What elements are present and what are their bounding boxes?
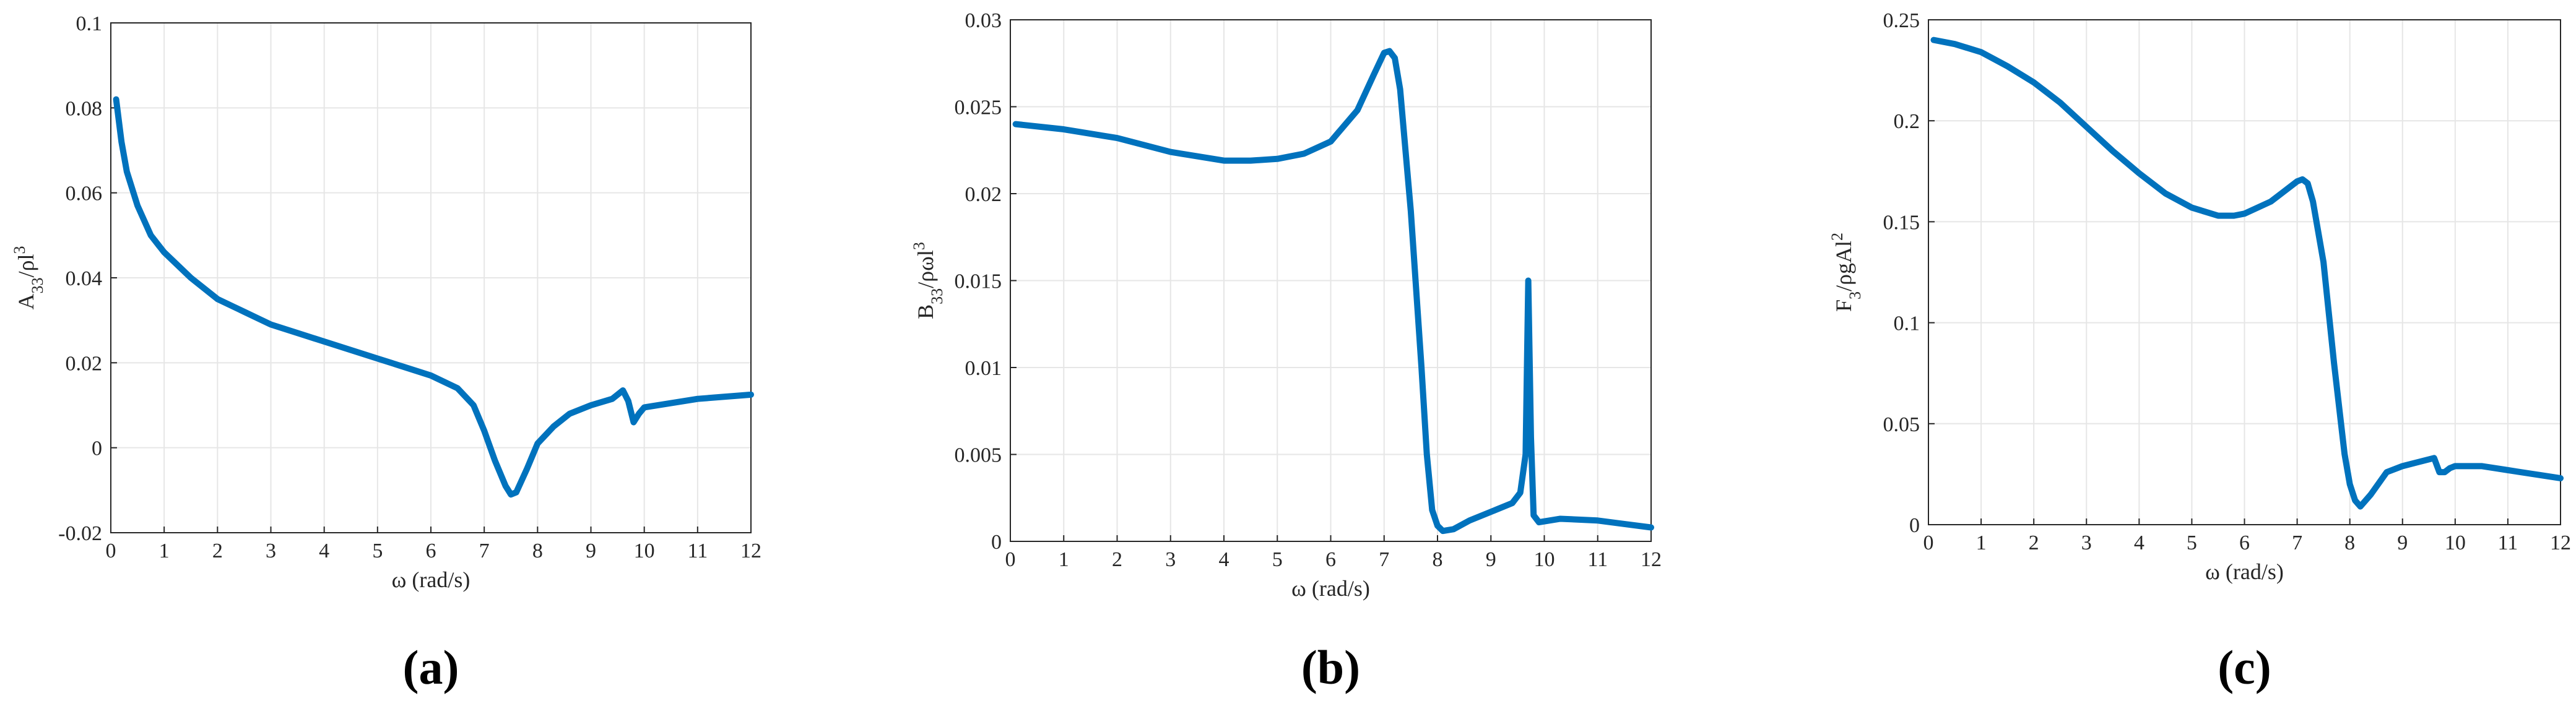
- x-tick-label: 2: [212, 540, 223, 562]
- x-tick-label: 3: [266, 540, 276, 562]
- y-tick-label: 0.06: [66, 183, 103, 205]
- y-tick-label: 0.02: [965, 183, 1002, 206]
- y-axis-label: A33/ρl3: [11, 246, 46, 310]
- data-line: [1012, 48, 1654, 535]
- x-tick-label: 7: [479, 540, 490, 562]
- y-tick-label: 0.1: [76, 12, 103, 35]
- x-tick-label: 9: [1486, 548, 1496, 571]
- y-tick-label: 0.01: [965, 357, 1002, 380]
- x-tick-label: 7: [2292, 531, 2302, 554]
- x-tick-label: 6: [2239, 531, 2250, 554]
- y-tick-label: 0: [92, 437, 102, 460]
- x-tick-label: 12: [740, 540, 761, 562]
- y-tick-label: 0.2: [1894, 110, 1920, 133]
- panel-label: (a): [403, 640, 459, 694]
- y-axis-label-part: /ρgAl: [1831, 241, 1856, 291]
- x-tick-label: 12: [1641, 548, 1662, 571]
- y-axis-label: F3/ρgAl2: [1828, 233, 1864, 312]
- x-tick-label: 3: [2081, 531, 2092, 554]
- panel-label: (b): [1301, 640, 1360, 694]
- x-axis-label: ω (rad/s): [1291, 576, 1370, 601]
- x-tick-label: 10: [1534, 548, 1555, 571]
- y-axis-label-part: B: [913, 304, 938, 319]
- y-axis-label: B33/ρωl3: [910, 242, 946, 319]
- x-tick-label: 6: [1325, 548, 1336, 571]
- x-tick-label: 1: [1059, 548, 1069, 571]
- x-tick-label: 1: [1976, 531, 1987, 554]
- plot-frame: [110, 22, 752, 533]
- y-axis-label-part: 33: [928, 288, 946, 304]
- x-tick-label: 2: [2029, 531, 2039, 554]
- x-tick-label: 9: [586, 540, 596, 562]
- x-tick-label: 1: [159, 540, 170, 562]
- y-tick-label: 0.25: [1883, 9, 1920, 32]
- x-axis-label: ω (rad/s): [2205, 559, 2284, 584]
- x-tick-label: 6: [426, 540, 436, 562]
- x-tick-label: 8: [1433, 548, 1443, 571]
- x-axis-label: ω (rad/s): [392, 567, 471, 592]
- y-axis-label-part: 3: [1846, 291, 1864, 299]
- chart: 0 1 2 3 4 5 6 7 8 9 10 11 12-0.0200.020.040.060.080.…: [11, 12, 762, 694]
- y-tick-label: 0: [1909, 514, 1920, 537]
- plot-frame: [1010, 19, 1652, 542]
- x-tick-label: 0: [1005, 548, 1016, 571]
- x-tick-label: 9: [2397, 531, 2408, 554]
- x-tick-label: 0: [1923, 531, 1934, 554]
- y-tick-label: -0.02: [58, 522, 102, 545]
- y-tick-label: 0.04: [66, 267, 103, 290]
- plot-frame: [1928, 19, 2561, 525]
- y-tick-label: 0.025: [955, 97, 1002, 119]
- y-axis-label-part: /ρl: [14, 254, 38, 278]
- x-tick-label: 4: [2134, 531, 2144, 554]
- chart: 0 1 2 3 4 5 6 7 8 9 10 11 1200.0050.010.0150.020.025…: [910, 9, 1662, 694]
- y-tick-label: 0.08: [66, 97, 103, 120]
- data-line: [113, 96, 754, 498]
- x-tick-label: 5: [1272, 548, 1283, 571]
- y-tick-label: 0.015: [955, 270, 1002, 293]
- x-tick-label: 8: [532, 540, 543, 562]
- y-axis-label-part: 3: [11, 246, 28, 254]
- x-tick-label: 3: [1165, 548, 1176, 571]
- y-axis-label-part: F: [1831, 299, 1856, 312]
- x-tick-label: 4: [319, 540, 329, 562]
- x-tick-label: 5: [372, 540, 383, 562]
- x-tick-label: 11: [687, 540, 708, 562]
- y-tick-label: 0.005: [955, 444, 1002, 467]
- x-tick-label: 12: [2550, 531, 2571, 554]
- y-axis-label-part: 2: [1828, 233, 1846, 241]
- y-tick-label: 0.15: [1883, 211, 1920, 234]
- x-tick-label: 10: [634, 540, 655, 562]
- y-tick-label: 0.02: [66, 352, 103, 375]
- x-tick-label: 2: [1112, 548, 1122, 571]
- y-axis-label-part: 3: [910, 242, 928, 250]
- x-tick-label: 7: [1379, 548, 1389, 571]
- x-tick-label: 11: [2498, 531, 2518, 554]
- y-tick-label: 0.1: [1894, 312, 1920, 335]
- x-tick-label: 11: [1587, 548, 1608, 571]
- y-axis-label-part: A: [14, 293, 38, 309]
- x-tick-label: 8: [2344, 531, 2355, 554]
- y-tick-label: 0: [991, 531, 1002, 554]
- x-tick-label: 5: [2187, 531, 2197, 554]
- y-tick-label: 0.05: [1883, 413, 1920, 436]
- data-line: [1930, 37, 2564, 510]
- x-tick-label: 4: [1219, 548, 1229, 571]
- x-tick-label: 10: [2445, 531, 2466, 554]
- panel-label: (c): [2218, 640, 2271, 694]
- y-axis-label-part: 33: [28, 277, 46, 293]
- y-axis-label-part: /ρωl: [913, 250, 938, 288]
- y-tick-label: 0.03: [965, 9, 1002, 32]
- x-tick-label: 0: [106, 540, 116, 562]
